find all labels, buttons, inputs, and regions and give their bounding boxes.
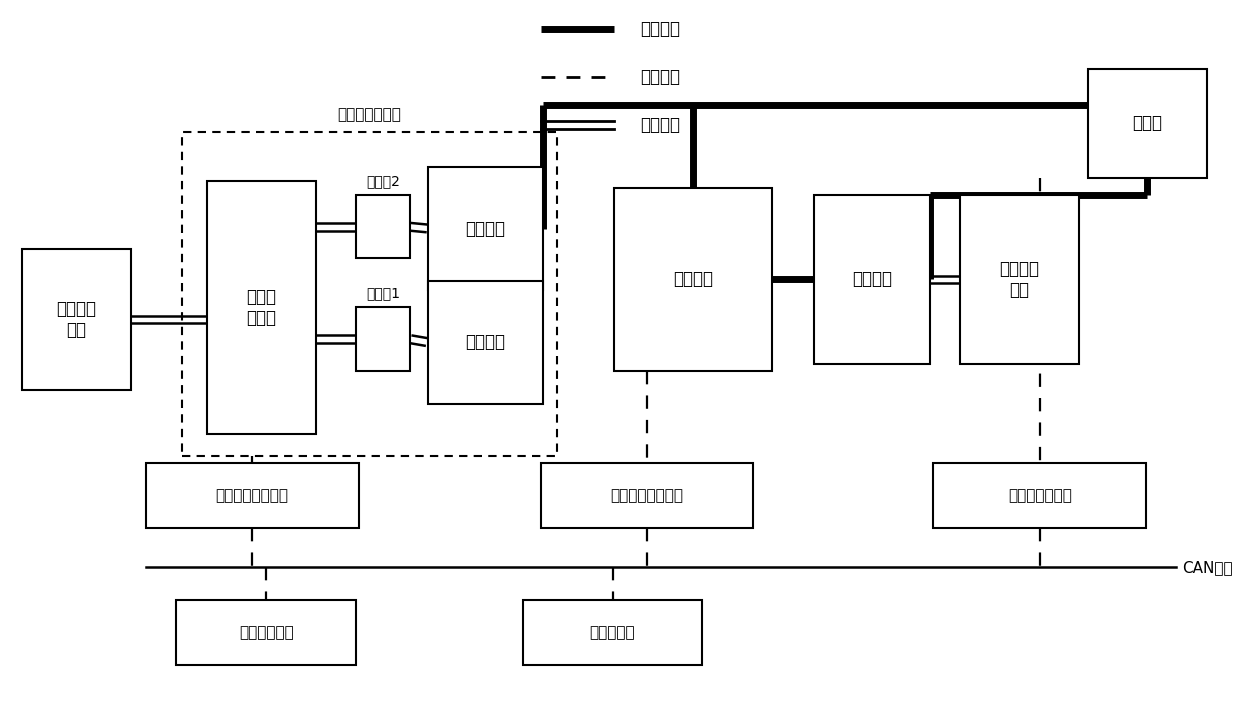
Text: 电气连接: 电气连接 — [641, 20, 681, 39]
Text: 车辆状态信号: 车辆状态信号 — [239, 625, 294, 640]
Bar — [934, 463, 1146, 528]
Bar — [22, 249, 131, 390]
Text: 锂电池管理系统: 锂电池管理系统 — [1008, 488, 1071, 503]
Bar — [176, 600, 356, 665]
Bar — [522, 600, 702, 665]
Bar — [356, 307, 409, 371]
Text: 整车控制器: 整车控制器 — [590, 625, 635, 640]
Bar — [207, 181, 316, 434]
Bar — [428, 167, 543, 290]
Text: 车辆传动
系统: 车辆传动 系统 — [999, 260, 1039, 299]
Bar — [182, 132, 557, 456]
Text: 锂电池: 锂电池 — [1132, 114, 1162, 132]
Bar — [815, 195, 930, 364]
Text: 调速电机: 调速电机 — [465, 220, 506, 237]
Text: 车辆传动
系统: 车辆传动 系统 — [57, 300, 97, 339]
Text: 通讯连接: 通讯连接 — [641, 68, 681, 86]
Text: 离合器2: 离合器2 — [366, 174, 399, 188]
Text: 行星齿
轮机构: 行星齿 轮机构 — [247, 288, 277, 327]
Text: 机械连接: 机械连接 — [641, 116, 681, 134]
Bar — [614, 188, 771, 371]
Text: 燃料电池: 燃料电池 — [673, 270, 713, 289]
Bar — [146, 463, 358, 528]
Text: 离合器1: 离合器1 — [366, 286, 399, 300]
Text: CAN总线: CAN总线 — [1183, 559, 1233, 575]
Bar — [960, 195, 1079, 364]
Text: 飞轮机构: 飞轮机构 — [465, 333, 506, 351]
Bar — [356, 195, 409, 258]
Text: 电动式飞轮电池: 电动式飞轮电池 — [337, 107, 402, 122]
Bar — [541, 463, 754, 528]
Text: 驱动电机: 驱动电机 — [852, 270, 892, 289]
Bar — [1087, 69, 1207, 178]
Text: 飞轮电池管理系统: 飞轮电池管理系统 — [216, 488, 289, 503]
Bar — [428, 281, 543, 404]
Text: 燃料电池管理系统: 燃料电池管理系统 — [610, 488, 683, 503]
